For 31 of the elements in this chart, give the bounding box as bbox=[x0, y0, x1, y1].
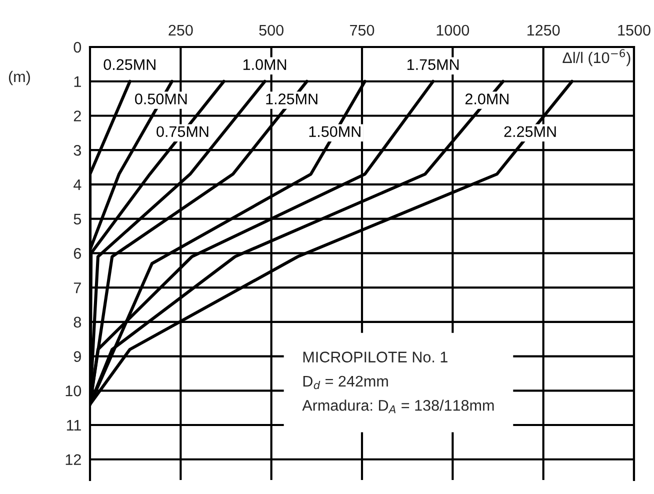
x-axis-title: Δl/l (10$^{−6}$) bbox=[562, 49, 630, 66]
y-axis-title: (m) bbox=[8, 70, 30, 86]
y-tick-label: 6 bbox=[74, 248, 81, 259]
x-tick-label: 250 bbox=[168, 24, 193, 36]
series-label: 1.0MN bbox=[243, 59, 286, 70]
series-label: 1.50MN bbox=[309, 126, 360, 138]
x-tick-label: 500 bbox=[259, 24, 284, 36]
y-tick-label: 5 bbox=[74, 214, 82, 225]
annotation: MICROPILOTE No. 1 D$_{d}$ = 242mm Armadura: D$_{A}$ = 138/118mm bbox=[302, 352, 494, 414]
x-tick-label: 750 bbox=[350, 24, 374, 36]
y-tick-label: 4 bbox=[74, 179, 82, 190]
y-tick-label: 12 bbox=[66, 454, 81, 465]
y-tick-label: 8 bbox=[74, 316, 82, 328]
x-tick-label: 1250 bbox=[528, 24, 560, 36]
series-label: 1.75MN bbox=[408, 59, 459, 70]
y-tick-label: 11 bbox=[66, 420, 81, 431]
series-label: 1.25MN bbox=[266, 94, 318, 104]
y-tick-label: 3 bbox=[74, 144, 81, 156]
series-label: 0.50MN bbox=[135, 94, 187, 104]
y-tick-label: 10 bbox=[66, 386, 82, 396]
series-label: 2.25MN bbox=[504, 126, 556, 138]
y-tick-label: 0 bbox=[74, 42, 82, 53]
x-tick-label: 1500 bbox=[618, 24, 650, 36]
y-tick-label: 7 bbox=[74, 282, 81, 294]
series-label: 2.0MN bbox=[465, 94, 508, 104]
series-label: 0.25MN bbox=[104, 59, 156, 70]
y-tick-label: 2 bbox=[74, 110, 81, 122]
y-tick-label: 1 bbox=[74, 76, 81, 87]
series-label: 0.75MN bbox=[156, 126, 208, 138]
y-tick-label: 9 bbox=[74, 351, 81, 362]
x-tick-label: 1000 bbox=[436, 24, 470, 36]
